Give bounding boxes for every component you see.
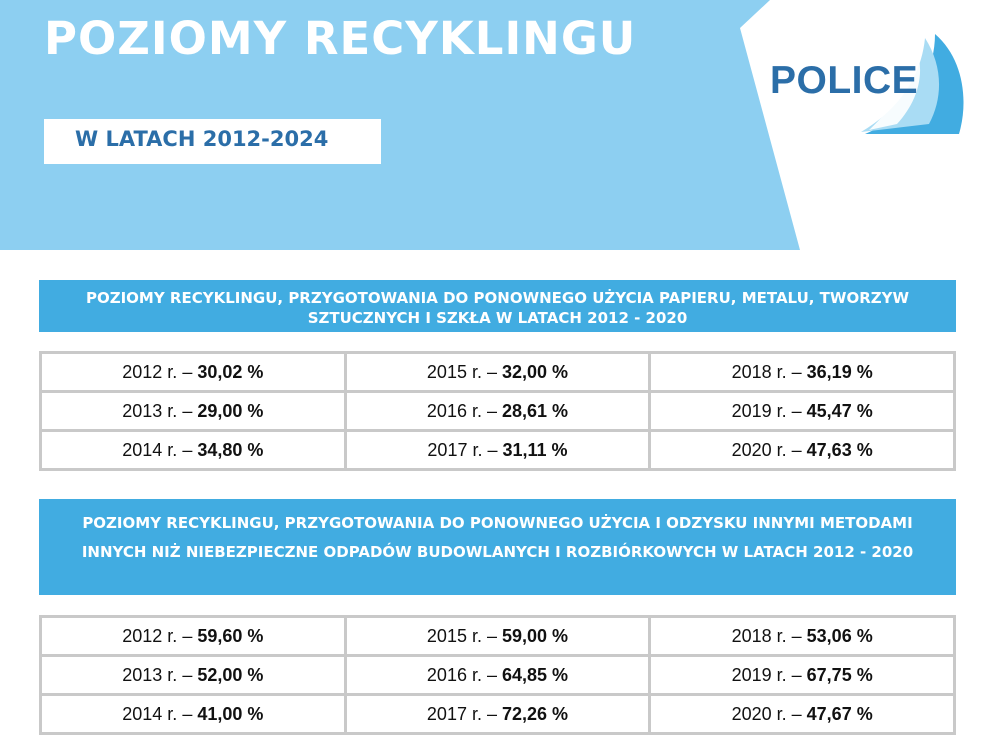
year-label: 2012 r. – xyxy=(122,361,198,382)
logo-text: POLICE xyxy=(770,59,919,102)
police-logo: POLICE xyxy=(760,28,1000,138)
table-cell: 2020 r. – 47,67 % xyxy=(648,693,956,735)
table-cell: 2014 r. – 34,80 % xyxy=(39,429,347,471)
year-label: 2020 r. – xyxy=(731,703,807,724)
page-title: POZIOMY RECYKLINGU xyxy=(44,12,637,65)
table-cell: 2016 r. – 28,61 % xyxy=(343,390,652,432)
percent-value: 47,63 % xyxy=(806,439,873,460)
page-subtitle: W LATACH 2012-2024 xyxy=(75,127,329,151)
sail-icon xyxy=(861,34,964,134)
percent-value: 41,00 % xyxy=(197,703,264,724)
percent-value: 31,11 % xyxy=(502,439,568,460)
table-cell: 2018 r. – 53,06 % xyxy=(648,615,956,657)
table-row: 2014 r. – 34,80 % 2017 r. – 31,11 % 2020… xyxy=(39,429,956,471)
percent-value: 36,19 % xyxy=(806,361,873,382)
header-banner xyxy=(0,0,800,250)
percent-value: 29,00 % xyxy=(197,400,264,421)
section-2-header: POZIOMY RECYKLINGU, PRZYGOTOWANIA DO PON… xyxy=(39,499,956,595)
percent-value: 72,26 % xyxy=(501,703,569,724)
percent-value: 30,02 % xyxy=(197,361,264,382)
percent-value: 53,06 % xyxy=(806,625,873,646)
subtitle-box: W LATACH 2012-2024 xyxy=(44,119,381,164)
year-label: 2015 r. – xyxy=(426,361,502,382)
year-label: 2017 r. – xyxy=(426,703,502,724)
percent-value: 45,47 % xyxy=(806,400,873,421)
percent-value: 28,61 % xyxy=(501,400,569,421)
table-row: 2012 r. – 59,60 % 2015 r. – 59,00 % 2018… xyxy=(39,615,956,657)
year-label: 2014 r. – xyxy=(122,703,198,724)
year-label: 2018 r. – xyxy=(731,361,807,382)
year-label: 2016 r. – xyxy=(426,664,502,685)
table-cell: 2020 r. – 47,63 % xyxy=(648,429,956,471)
table-cell: 2012 r. – 59,60 % xyxy=(39,615,347,657)
table-cell: 2019 r. – 67,75 % xyxy=(648,654,956,696)
percent-value: 34,80 % xyxy=(197,439,264,460)
table-cell: 2016 r. – 64,85 % xyxy=(343,654,652,696)
percent-value: 59,60 % xyxy=(197,625,264,646)
table-row: 2013 r. – 52,00 % 2016 r. – 64,85 % 2019… xyxy=(39,654,956,696)
year-label: 2014 r. – xyxy=(122,439,198,460)
year-label: 2019 r. – xyxy=(731,664,807,685)
table-cell: 2015 r. – 32,00 % xyxy=(343,351,652,393)
percent-value: 64,85 % xyxy=(501,664,569,685)
section-2-table: 2012 r. – 59,60 % 2015 r. – 59,00 % 2018… xyxy=(39,615,956,735)
percent-value: 59,00 % xyxy=(501,625,569,646)
percent-value: 52,00 % xyxy=(197,664,264,685)
year-label: 2013 r. – xyxy=(122,400,198,421)
table-cell: 2015 r. – 59,00 % xyxy=(343,615,652,657)
percent-value: 32,00 % xyxy=(501,361,569,382)
table-row: 2013 r. – 29,00 % 2016 r. – 28,61 % 2019… xyxy=(39,390,956,432)
table-row: 2014 r. – 41,00 % 2017 r. – 72,26 % 2020… xyxy=(39,693,956,735)
percent-value: 47,67 % xyxy=(806,703,873,724)
table-cell: 2013 r. – 29,00 % xyxy=(39,390,347,432)
year-label: 2016 r. – xyxy=(426,400,502,421)
year-label: 2019 r. – xyxy=(731,400,807,421)
section-1-header: POZIOMY RECYKLINGU, PRZYGOTOWANIA DO PON… xyxy=(39,280,956,332)
year-label: 2013 r. – xyxy=(122,664,198,685)
table-cell: 2012 r. – 30,02 % xyxy=(39,351,347,393)
section-1-table: 2012 r. – 30,02 % 2015 r. – 32,00 % 2018… xyxy=(39,351,956,471)
table-cell: 2018 r. – 36,19 % xyxy=(648,351,956,393)
table-cell: 2017 r. – 72,26 % xyxy=(343,693,652,735)
table-cell: 2014 r. – 41,00 % xyxy=(39,693,347,735)
year-label: 2012 r. – xyxy=(122,625,198,646)
table-cell: 2017 r. – 31,11 % xyxy=(343,429,652,471)
table-cell: 2019 r. – 45,47 % xyxy=(648,390,956,432)
year-label: 2020 r. – xyxy=(731,439,807,460)
year-label: 2015 r. – xyxy=(426,625,502,646)
year-label: 2018 r. – xyxy=(731,625,807,646)
table-cell: 2013 r. – 52,00 % xyxy=(39,654,347,696)
table-row: 2012 r. – 30,02 % 2015 r. – 32,00 % 2018… xyxy=(39,351,956,393)
percent-value: 67,75 % xyxy=(806,664,873,685)
year-label: 2017 r. – xyxy=(427,439,503,460)
